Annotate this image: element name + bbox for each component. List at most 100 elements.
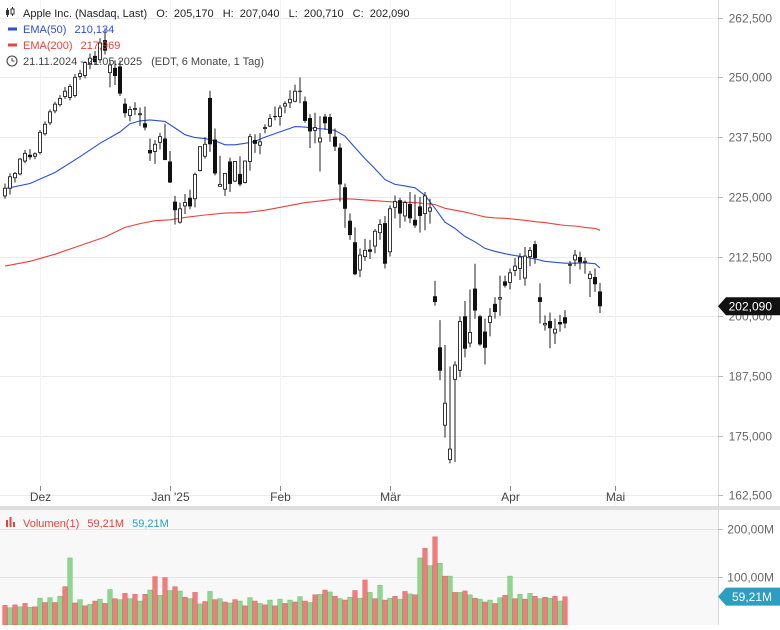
volume-bar-down [122, 593, 128, 626]
candle-body-up [128, 108, 132, 117]
candle-body-up [428, 207, 432, 212]
candle [453, 361, 457, 463]
volume-bar-down [472, 597, 478, 626]
candle-body-down [148, 150, 152, 154]
candle [83, 61, 87, 79]
candle [23, 150, 27, 164]
candle-body-down [228, 161, 232, 184]
candle-body-up [268, 118, 272, 127]
ema50-label[interactable]: EMA(50) [23, 24, 66, 36]
candle-body-up [278, 107, 282, 118]
volume-bar-down [252, 600, 258, 626]
candle-body-up [443, 402, 447, 426]
last-price-badge [718, 297, 780, 316]
candle [328, 113, 332, 142]
candle [318, 116, 322, 172]
volume-bar-up [557, 600, 563, 626]
candle [133, 102, 137, 116]
candle-body-down [208, 97, 212, 145]
candle [538, 283, 542, 324]
candle [408, 192, 412, 224]
candle [438, 320, 442, 381]
candle-body-up [223, 172, 227, 190]
candle [248, 133, 252, 171]
candle [53, 101, 57, 114]
candle-body-up [393, 201, 397, 208]
candle-body-up [293, 90, 297, 102]
volume-bar-up [297, 596, 303, 626]
candle-body-up [288, 98, 292, 104]
candle [58, 95, 62, 107]
volume-label[interactable]: Volumen(1) [23, 518, 79, 530]
volume-bar-down [32, 606, 38, 626]
candle [588, 270, 592, 298]
candle [128, 106, 132, 122]
time-tick-label: Mär [380, 490, 401, 504]
candle-body-up [203, 143, 207, 157]
volume-bar-up [217, 598, 223, 626]
volume-bar-down [522, 598, 528, 626]
ema200-line-layer [4, 198, 601, 267]
candle-body-down [353, 242, 357, 275]
candle [178, 202, 182, 224]
candle [433, 280, 437, 306]
candle [333, 128, 337, 151]
candle-body-down [478, 316, 482, 345]
candle [163, 123, 167, 161]
volume-bar-down [102, 603, 108, 626]
candle [413, 194, 417, 228]
candle [358, 248, 362, 278]
volume-bar-up [447, 575, 453, 626]
candle [13, 171, 17, 183]
candle-body-down [533, 244, 537, 258]
volume-bar-down [502, 595, 508, 626]
ema200-value: 217,969 [81, 40, 121, 52]
volume-bar-down [62, 586, 68, 626]
volume-bar-down [432, 536, 438, 626]
volume-bar-up [47, 597, 53, 626]
candle-body-up [218, 183, 222, 187]
volume-bar-up [237, 600, 243, 626]
volume-bar-down [202, 601, 208, 626]
low-label: L: [289, 8, 298, 20]
svg-text:Volumen(1) 59,21M: Volumen(1) 59,21M 59,21M [23, 518, 169, 530]
candle [103, 29, 107, 55]
candle [123, 98, 127, 118]
candle-body-up [573, 254, 577, 261]
candle-body-down [418, 206, 422, 216]
volume-bar-up [277, 598, 283, 626]
volume-bar-down [442, 575, 448, 626]
candle-body-down [408, 204, 412, 219]
volume-bar-down [12, 604, 18, 626]
volume-bar-down [282, 603, 288, 626]
ema200-label[interactable]: EMA(200) [23, 40, 73, 52]
candle [3, 183, 7, 199]
candle [98, 38, 102, 64]
candle [523, 247, 527, 286]
candle [528, 247, 532, 267]
candle [263, 124, 267, 134]
candle [213, 128, 217, 176]
volume-bar-up [37, 597, 43, 626]
candle-body-down [93, 55, 97, 63]
volume-bar-down [342, 599, 348, 626]
candle-body-down [503, 281, 507, 286]
last-volume-badge [718, 587, 780, 606]
candle-body-down [438, 347, 442, 371]
candle-body-down [143, 123, 147, 128]
candle [398, 197, 402, 228]
panel-separator[interactable] [0, 506, 780, 510]
volume-bar-up [327, 591, 333, 626]
time-tick-label: Dez [30, 490, 51, 504]
candle [308, 114, 312, 149]
candle-body-down [303, 101, 307, 121]
candle [138, 107, 142, 127]
volume-bar-down [512, 598, 518, 626]
volume-bar-down [312, 594, 318, 626]
candle [558, 314, 562, 332]
candle-body-up [98, 42, 102, 61]
candle-body-up [318, 137, 322, 143]
candle [273, 106, 277, 121]
candle-body-down [548, 321, 552, 329]
